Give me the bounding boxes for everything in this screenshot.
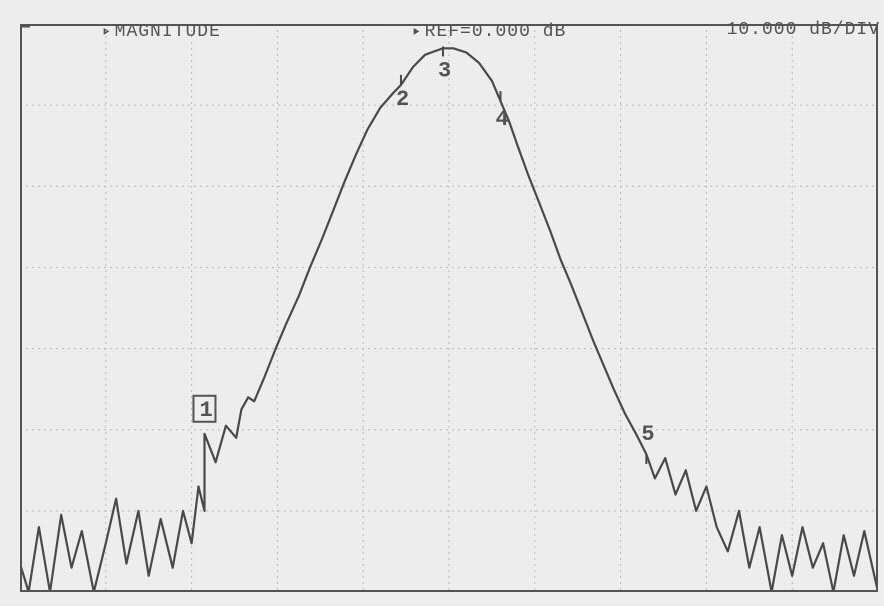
svg-text:2: 2 xyxy=(396,87,409,112)
header-row: ▸MAGNITUDE ▸REF=0.000 dB 10.000 dB/DIV xyxy=(0,0,884,24)
svg-text:3: 3 xyxy=(438,58,451,83)
plot-svg: 1 2 3 4 5 xyxy=(20,24,878,592)
markers-group: 1 2 3 4 5 xyxy=(193,46,654,464)
svg-text:4: 4 xyxy=(495,107,508,132)
svg-text:1: 1 xyxy=(199,398,212,423)
grid xyxy=(20,24,878,592)
analyzer-screen: ▸MAGNITUDE ▸REF=0.000 dB 10.000 dB/DIV 1… xyxy=(0,0,884,606)
plot-area: 1 2 3 4 5 xyxy=(20,24,878,592)
svg-text:5: 5 xyxy=(641,422,654,447)
